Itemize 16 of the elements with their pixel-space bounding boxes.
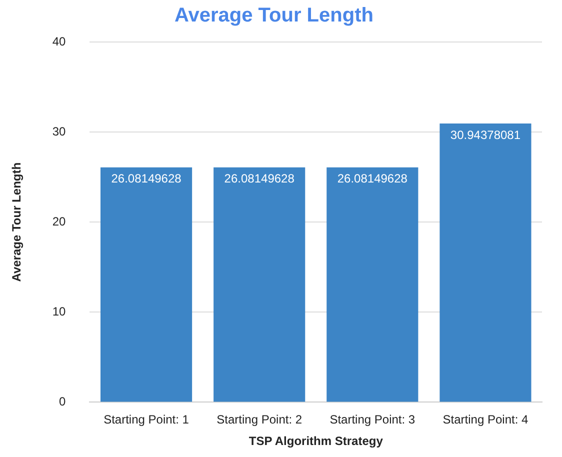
data-label: 30.94378081: [450, 128, 521, 142]
y-tick-label: 0: [59, 394, 66, 409]
y-tick-label: 20: [52, 214, 66, 228]
data-label: 26.08149628: [111, 172, 182, 186]
x-tick-label: Starting Point: 1: [104, 412, 190, 427]
data-label: 26.08149628: [337, 172, 408, 186]
y-tick-label: 40: [52, 34, 66, 48]
y-tick-label: 10: [52, 304, 66, 318]
x-tick-label: Starting Point: 4: [442, 412, 528, 427]
x-tick-label: Starting Point: 3: [330, 412, 416, 427]
data-label: 26.08149628: [224, 172, 295, 186]
x-tick-label: Starting Point: 2: [216, 412, 302, 427]
y-axis-title: Average Tour Length: [10, 162, 24, 282]
y-tick-label: 30: [52, 124, 66, 138]
x-axis-title: TSP Algorithm Strategy: [248, 434, 384, 448]
chart-title: Average Tour Length: [174, 4, 374, 27]
